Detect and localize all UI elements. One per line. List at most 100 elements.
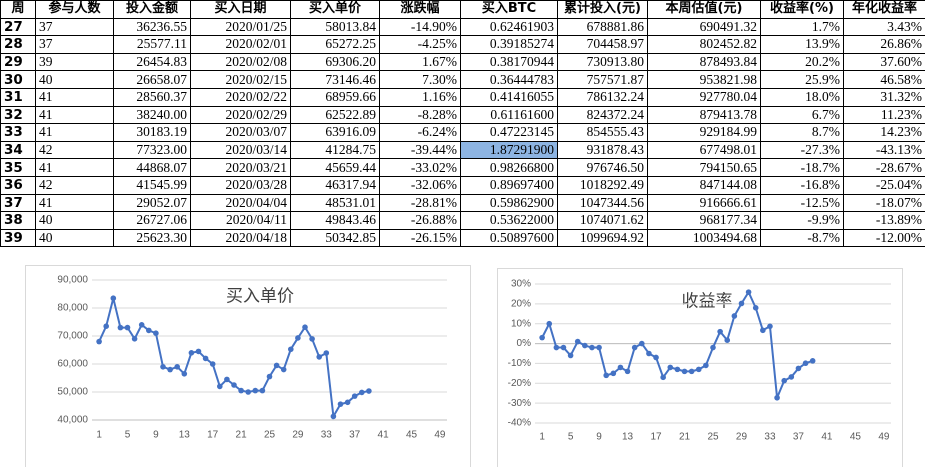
x-tick-label: 17 (650, 432, 662, 443)
header-cell: 收益率(%) (760, 0, 844, 19)
data-point (610, 370, 617, 377)
table-cell: 41 (35, 193, 114, 213)
table-cell: 0.50897600 (460, 228, 558, 248)
data-point (688, 368, 695, 375)
x-tick-label: 41 (821, 432, 833, 443)
header-row: 周参与人数 投入金额 买入日期 买入单价 涨跌幅 买入BTC 累计投入(元) 本周估值(元) 收… (0, 0, 925, 19)
data-point (681, 368, 688, 375)
data-point (188, 350, 195, 356)
table-cell: 40 (35, 228, 114, 248)
table-cell: 48531.01 (290, 193, 380, 213)
x-tick-label: 45 (850, 432, 862, 443)
data-point (767, 323, 773, 330)
table-row: 36 42 41545.99 2020/03/28 46317.94 -32.06% 0.8… (0, 175, 925, 195)
y-tick-label: 30% (511, 279, 531, 290)
table-cell: 757571.87 (557, 70, 648, 89)
table-cell: 58013.84 (290, 17, 380, 37)
table-cell: -16.8% (760, 175, 844, 195)
table-cell: 42 (35, 140, 114, 160)
x-tick-label: 29 (292, 430, 304, 441)
table-cell: -14.90% (379, 17, 461, 37)
table-cell: -33.02% (379, 158, 461, 177)
data-point (181, 371, 188, 377)
chart-title: 收益率 (682, 292, 733, 312)
data-point (646, 350, 652, 357)
table-cell: 1.7% (760, 17, 844, 37)
x-tick-label: 41 (378, 430, 390, 441)
data-point (745, 289, 752, 295)
table-cell: 31 (0, 87, 36, 107)
data-point (667, 364, 674, 371)
table-cell: -13.89% (843, 211, 925, 230)
data-point (752, 305, 759, 311)
y-tick-label: -20% (508, 378, 531, 389)
table-cell: 1074071.62 (557, 211, 648, 230)
table-row: 30 40 26658.07 2020/02/15 73146.46 7.30% 0.364… (0, 70, 925, 89)
table-cell: 26.86% (843, 35, 925, 54)
data-point (795, 365, 802, 372)
table-cell: -26.15% (379, 228, 461, 248)
data-point (309, 336, 315, 342)
table-cell: 3.43% (843, 17, 925, 37)
x-tick-label: 29 (736, 432, 748, 443)
data-point (695, 366, 702, 373)
data-point (351, 393, 358, 399)
data-point (639, 340, 645, 347)
x-tick-label: 49 (434, 430, 446, 441)
table-row: 34 42 77323.00 2020/03/14 41284.75 -39.44% 1.8… (0, 140, 925, 160)
table-cell: 37 (35, 17, 114, 37)
data-point (589, 344, 595, 351)
table-cell: 794150.65 (647, 158, 761, 177)
table-cell: 46317.94 (290, 175, 380, 195)
x-tick-label: 49 (878, 432, 890, 443)
data-point (631, 344, 638, 351)
data-point (560, 344, 567, 351)
table-cell: 2020/02/22 (190, 87, 291, 107)
x-tick-label: 21 (236, 430, 248, 441)
x-tick-label: 5 (125, 430, 131, 441)
table-cell: 11.23% (843, 105, 925, 125)
table-row: 33 41 30183.19 2020/03/07 63916.09 -6.24% 0.47… (0, 123, 925, 142)
table-cell: -25.04% (843, 175, 925, 195)
data-point (117, 324, 124, 331)
table-cell: 77323.00 (113, 140, 191, 160)
data-point (316, 354, 323, 360)
data-point (160, 364, 166, 370)
x-tick-label: 37 (793, 432, 805, 443)
table-cell: 0.38170944 (460, 52, 558, 72)
data-point (124, 324, 131, 331)
data-point (217, 383, 223, 390)
table-row: 27 37 36236.55 2020/01/25 58013.84 -14.90% 0.6… (0, 17, 925, 37)
data-point (703, 362, 709, 369)
data-point (660, 374, 666, 381)
data-point (280, 366, 287, 373)
table-cell: 690491.32 (647, 17, 761, 37)
table-cell: 14.23% (843, 123, 925, 142)
table-cell: 33 (0, 123, 36, 142)
data-point (245, 389, 251, 395)
x-tick-label: 45 (406, 430, 418, 441)
data-point (809, 358, 816, 364)
x-tick-label: 37 (349, 430, 361, 441)
data-point (738, 300, 745, 307)
data-point (103, 323, 109, 330)
table-cell: 2020/04/18 (190, 228, 291, 248)
x-tick-label: 9 (596, 432, 602, 443)
data-point (288, 346, 294, 353)
data-point (760, 327, 766, 334)
table-cell: -28.81% (379, 193, 461, 213)
table-cell: -18.07% (843, 193, 925, 213)
data-point (717, 328, 723, 335)
x-tick-label: 33 (321, 430, 333, 441)
table-row: 35 41 44868.07 2020/03/21 45659.44 -33.02% 0.9… (0, 158, 925, 177)
table-cell: -39.44% (379, 140, 461, 160)
table-cell: 26727.06 (113, 211, 191, 230)
table-cell: -12.5% (760, 193, 844, 213)
table-cell: 25577.11 (113, 35, 191, 54)
chart-title: 买入单价 (226, 287, 294, 307)
data-point (146, 327, 152, 334)
data-point (302, 324, 308, 330)
table-cell: 824372.24 (557, 105, 648, 125)
data-point (337, 401, 344, 407)
